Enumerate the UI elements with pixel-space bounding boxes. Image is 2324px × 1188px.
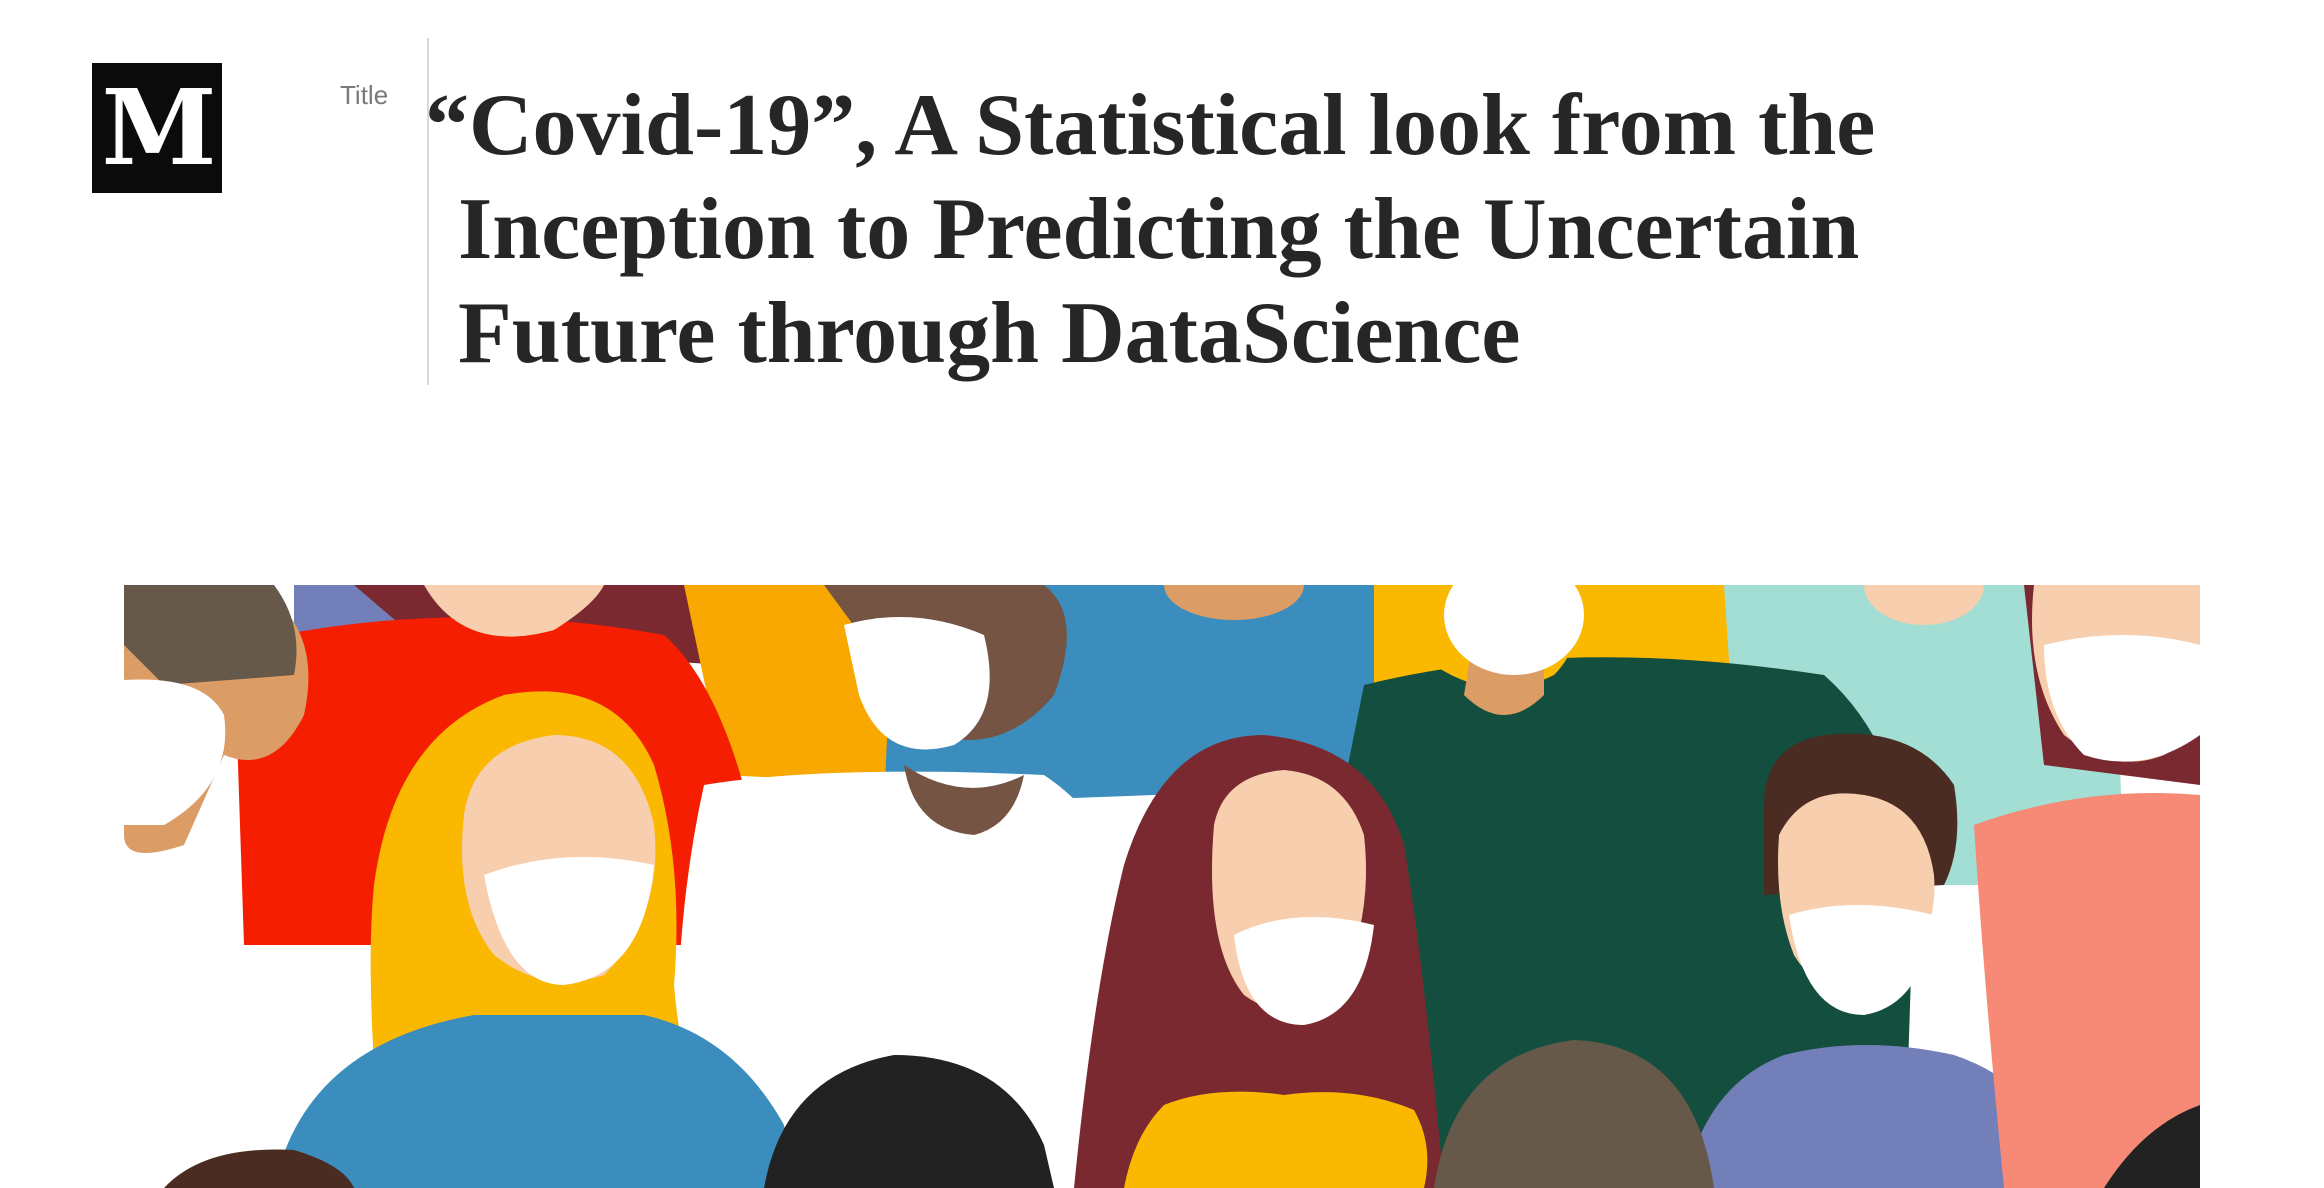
medium-logo-icon[interactable]: M <box>92 63 222 193</box>
title-line-3: Future through DataScience <box>458 285 1521 382</box>
title-field-label: Title <box>340 80 389 110</box>
logo-letter: M <box>101 66 216 189</box>
hero-image[interactable] <box>124 585 2200 1188</box>
title-field-divider <box>427 38 429 385</box>
title-line-2: Inception to Predicting the Uncertain <box>458 181 1860 278</box>
article-title-input[interactable]: “Covid-19”, A Statistical look from the … <box>425 74 1885 386</box>
title-line-1: “Covid-19”, A Statistical look from the <box>425 77 1876 174</box>
crowd-with-masks-illustration <box>124 585 2200 1188</box>
